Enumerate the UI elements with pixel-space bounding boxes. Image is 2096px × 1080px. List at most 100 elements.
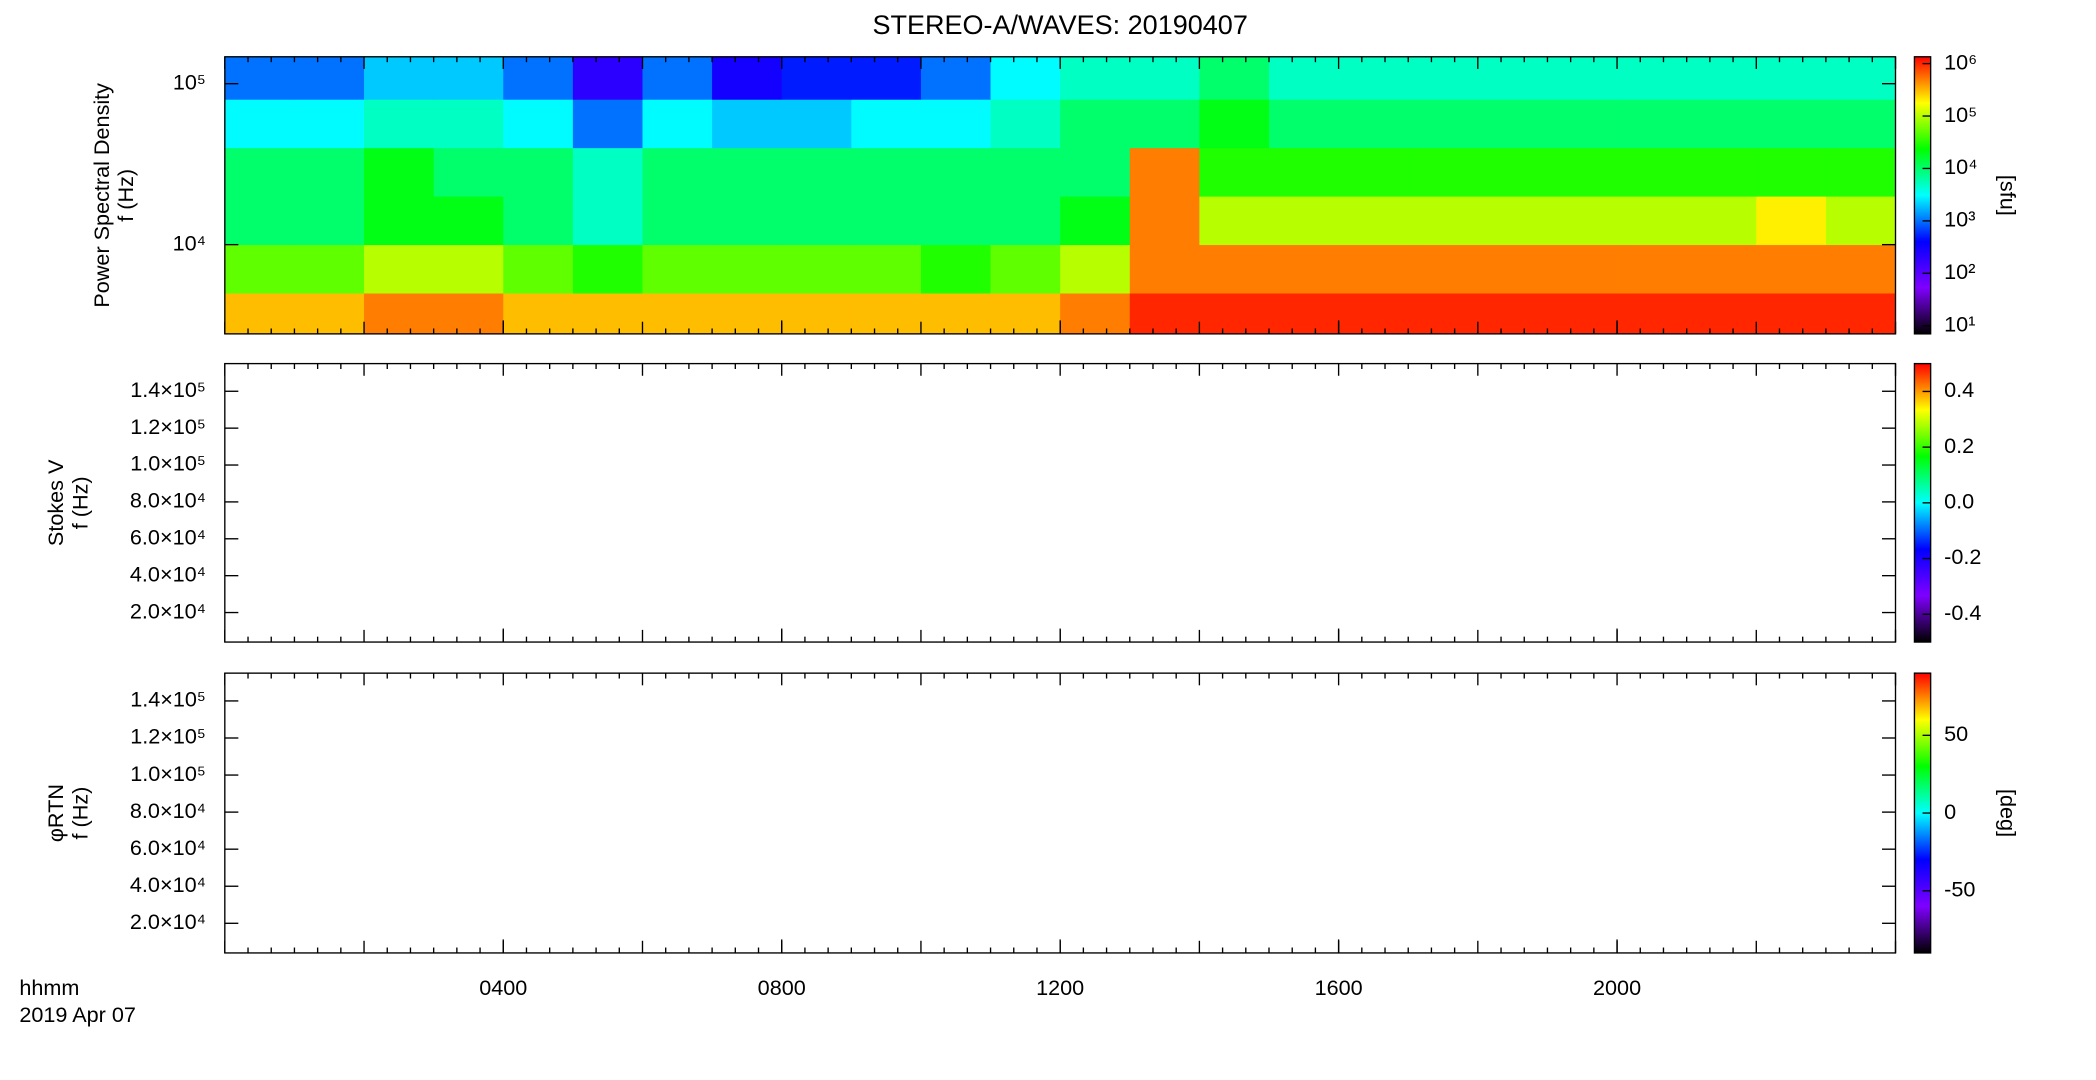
colorbar-tick-label: 0.2	[1944, 433, 1974, 458]
heatmap-cell	[1338, 244, 1409, 294]
colorbar-label: [sfu]	[1996, 175, 2021, 216]
heatmap-cell	[1756, 56, 1827, 100]
heatmap-cell	[364, 99, 435, 149]
heatmap-cell	[1060, 147, 1131, 197]
y-tick-label: 8.0×10⁴	[130, 488, 206, 513]
heatmap-cell	[642, 147, 713, 197]
heatmap-cell	[1199, 56, 1270, 100]
heatmap-cell	[503, 99, 574, 149]
heatmap-cell	[1269, 99, 1340, 149]
heatmap-cell	[642, 293, 713, 335]
x-axis-label: hhmm	[19, 975, 79, 1000]
heatmap-cell	[781, 244, 852, 294]
heatmap-cell	[294, 147, 365, 197]
heatmap-cell	[642, 99, 713, 149]
heatmap-cell	[503, 244, 574, 294]
colorbar-tick-label: 0	[1944, 799, 1956, 824]
colorbar-tick-label: -0.2	[1944, 544, 1981, 569]
heatmap-cell	[920, 56, 991, 100]
x-tick-label: 0800	[758, 975, 806, 1000]
heatmap-cell	[781, 99, 852, 149]
heatmap-cell	[572, 99, 643, 149]
heatmap-cell	[1477, 196, 1548, 246]
heatmap-cell	[1825, 56, 1896, 100]
heatmap-cell	[642, 196, 713, 246]
heatmap-cell	[1269, 244, 1340, 294]
x-tick-label: 2000	[1593, 975, 1641, 1000]
heatmap-cell	[1129, 244, 1200, 294]
heatmap-cell	[572, 196, 643, 246]
y-tick-label: 1.0×10⁵	[130, 761, 206, 786]
heatmap-cell	[294, 196, 365, 246]
heatmap-cell	[990, 56, 1061, 100]
heatmap-cell	[224, 147, 295, 197]
heatmap-cell	[1686, 196, 1757, 246]
heatmap-cell	[1129, 56, 1200, 100]
heatmap-cell	[503, 293, 574, 335]
heatmap-cell	[1408, 147, 1479, 197]
heatmap-cell	[1338, 147, 1409, 197]
heatmap-cell	[572, 293, 643, 335]
colorbar-tick-label: -0.4	[1944, 600, 1981, 625]
heatmap-cell	[433, 56, 504, 100]
colorbar-tick-label: 10⁶	[1944, 49, 1977, 74]
heatmap-cell	[851, 196, 922, 246]
heatmap-cell	[1756, 244, 1827, 294]
y-axis-label: f (Hz)	[67, 476, 92, 529]
y-tick-label: 4.0×10⁴	[130, 872, 206, 897]
y-axis-label: Stokes V	[43, 459, 68, 546]
colorbar-label: [deg]	[1996, 789, 2021, 837]
heatmap-cell	[920, 196, 991, 246]
colorbar-tick-label: 10⁴	[1944, 154, 1977, 179]
y-tick-label: 6.0×10⁴	[130, 835, 206, 860]
colorbar-tick-label: 0.0	[1944, 489, 1974, 514]
heatmap-cell	[990, 293, 1061, 335]
heatmap-cell	[1617, 244, 1688, 294]
heatmap-cell	[294, 293, 365, 335]
heatmap-cell	[1408, 56, 1479, 100]
heatmap-cell	[851, 147, 922, 197]
heatmap-cell	[1129, 196, 1200, 246]
heatmap-cell	[1408, 99, 1479, 149]
y-axis-label: Power Spectral Density	[89, 83, 114, 308]
heatmap-cell	[851, 244, 922, 294]
y-axis-label: f (Hz)	[113, 169, 138, 222]
heatmap-cell	[503, 56, 574, 100]
y-tick-label: 1.4×10⁵	[130, 687, 206, 712]
heatmap-cell	[1686, 56, 1757, 100]
heatmap-cell	[224, 244, 295, 294]
heatmap-cell	[364, 196, 435, 246]
heatmap-cell	[1825, 99, 1896, 149]
heatmap-cell	[1129, 99, 1200, 149]
heatmap-cell	[1617, 293, 1688, 335]
heatmap-cell	[712, 147, 783, 197]
heatmap-cell	[1686, 293, 1757, 335]
heatmap-cell	[503, 196, 574, 246]
heatmap-cell	[920, 293, 991, 335]
colorbar-tick-label: -50	[1944, 876, 1975, 901]
heatmap-cell	[1199, 99, 1270, 149]
heatmap-cell	[572, 56, 643, 100]
heatmap-cell	[1199, 196, 1270, 246]
heatmap-cell	[364, 244, 435, 294]
plot-frame	[224, 362, 1897, 643]
heatmap-cell	[1477, 99, 1548, 149]
heatmap-cell	[1617, 196, 1688, 246]
heatmap-cell	[712, 244, 783, 294]
heatmap-cell	[224, 196, 295, 246]
heatmap-cell	[1686, 244, 1757, 294]
x-tick-label: 1200	[1036, 975, 1084, 1000]
y-tick-label: 1.2×10⁵	[130, 724, 206, 749]
heatmap-cell	[990, 99, 1061, 149]
y-tick-label: 2.0×10⁴	[130, 598, 206, 623]
heatmap-cell	[1338, 196, 1409, 246]
heatmap-cell	[1547, 99, 1618, 149]
heatmap-cell	[712, 56, 783, 100]
plot-frame	[224, 672, 1897, 954]
heatmap-cell	[1060, 244, 1131, 294]
heatmap-cell	[572, 147, 643, 197]
heatmap-cell	[294, 244, 365, 294]
heatmap-cell	[1477, 244, 1548, 294]
